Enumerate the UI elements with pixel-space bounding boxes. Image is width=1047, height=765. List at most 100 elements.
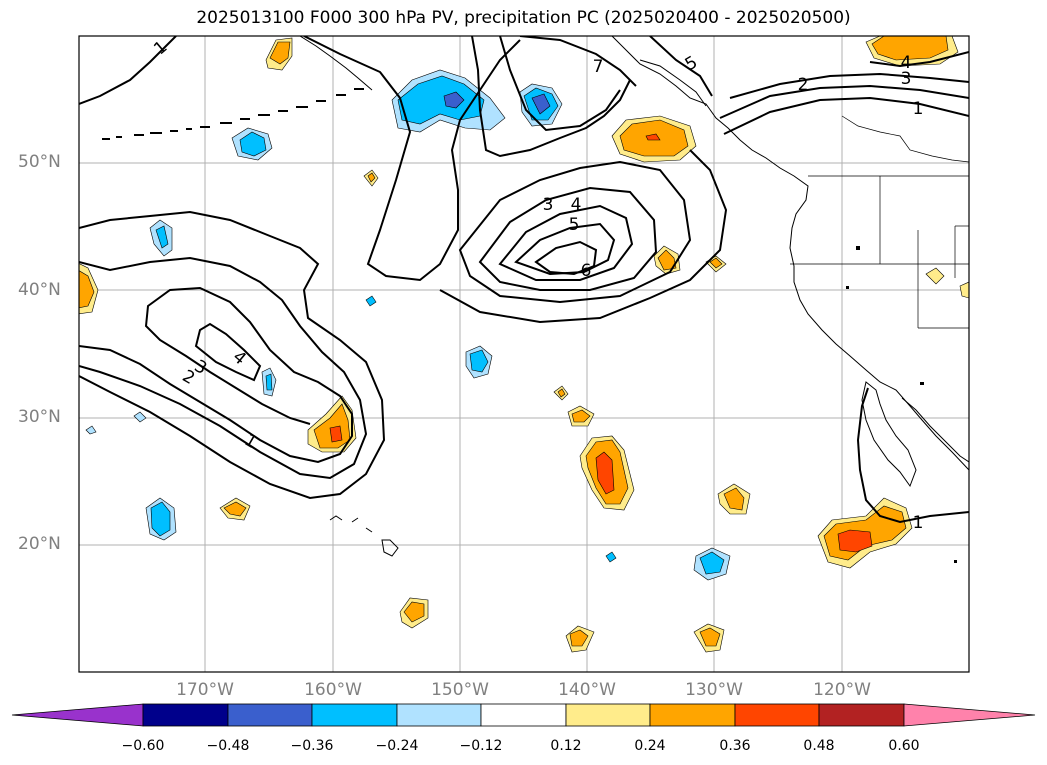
pv-contour-north-2 xyxy=(471,36,631,158)
precip-anomaly-shading xyxy=(79,36,969,653)
contour-label: 4 xyxy=(571,195,582,215)
precip-blob-positive xyxy=(403,601,425,623)
precip-blob-negative xyxy=(265,373,273,391)
pv-contour-west-1 xyxy=(79,210,386,500)
pv-contour-west-4 xyxy=(194,322,262,382)
precip-blob-negative xyxy=(469,349,489,373)
lat-label: 20°N xyxy=(18,534,61,554)
precip-blob-negative xyxy=(150,501,171,537)
map-title: 2025013100 F000 300 hPa PV, precipitatio… xyxy=(196,8,851,28)
lon-label: 160°W xyxy=(304,680,362,700)
precip-blob-negative xyxy=(155,225,169,249)
precip-blob-positive xyxy=(837,529,873,553)
pv-contour-north-outer xyxy=(303,36,521,282)
contour-label: 4 xyxy=(229,347,250,369)
colorbar xyxy=(11,703,1036,727)
precip-blob-positive xyxy=(871,36,949,61)
pv-contour-west-2 xyxy=(79,256,368,480)
pv-contour-1-east xyxy=(723,96,969,135)
precip-blob-positive xyxy=(569,629,589,647)
pv-contour-high-1 xyxy=(439,149,728,324)
pv-contour-4-east xyxy=(869,51,969,68)
precip-blob-positive xyxy=(645,133,661,141)
pv-contour-5 xyxy=(649,36,713,97)
colorbar-segment xyxy=(734,703,820,727)
lat-label: 30°N xyxy=(18,407,61,427)
pv-contour-1-west xyxy=(79,36,177,105)
colorbar-tick-label: −0.60 xyxy=(121,738,165,754)
contour-label: 5 xyxy=(569,215,580,235)
precip-blob-positive xyxy=(925,267,945,285)
colorbar-tick-label: −0.12 xyxy=(459,738,503,754)
precip-blob-positive xyxy=(79,270,95,309)
pv-contour-7 xyxy=(519,36,637,87)
lon-label: 140°W xyxy=(558,680,616,700)
contour-label: 4 xyxy=(901,53,912,73)
colorbar-tick-label: −0.48 xyxy=(206,738,250,754)
pv-contour-high-4 xyxy=(498,204,634,281)
precip-blob-negative xyxy=(133,411,147,423)
coastlines xyxy=(299,36,969,557)
contour-label: 1 xyxy=(913,513,924,533)
precip-blob-positive xyxy=(699,627,721,647)
precip-blob-positive xyxy=(723,487,745,511)
pv-contour-high-5 xyxy=(514,222,616,276)
precip-blob-positive xyxy=(329,425,343,443)
colorbar-segment xyxy=(480,703,567,727)
precip-blob-positive xyxy=(571,409,591,423)
colorbar-extend-max xyxy=(903,703,1036,727)
colorbar-tick-label: −0.24 xyxy=(375,738,419,754)
precip-blob-negative xyxy=(699,551,725,575)
contour-label: 3 xyxy=(901,69,912,89)
pv-contour-1-mexico xyxy=(856,387,969,524)
pv-contour-3-east xyxy=(729,72,969,99)
north-america-coast xyxy=(611,36,969,471)
colorbar-segment xyxy=(565,703,651,727)
contour-label: 1 xyxy=(913,99,924,119)
contour-label: 3 xyxy=(543,195,554,215)
contour-label: 2 xyxy=(179,366,198,389)
contour-label: 7 xyxy=(593,57,604,77)
map-frame xyxy=(78,35,970,673)
pv-contour-high-3 xyxy=(478,186,658,291)
colorbar-tick-label: −0.36 xyxy=(290,738,334,754)
precip-blob-positive xyxy=(367,172,376,183)
colorbar-tick-label: 0.48 xyxy=(803,738,835,754)
lon-label: 130°W xyxy=(685,680,743,700)
contour-label: 2 xyxy=(798,75,809,95)
baja-california xyxy=(861,381,917,488)
precip-blob-positive xyxy=(269,41,291,65)
colorbar-tick-label: 0.24 xyxy=(634,738,666,754)
colorbar-extend-min xyxy=(11,703,144,727)
contour-label: 5 xyxy=(682,52,701,75)
alaska-aleutian-coast xyxy=(299,36,373,91)
colorbar-segment xyxy=(311,703,398,727)
precip-blob-negative xyxy=(443,91,465,109)
precip-blob-negative xyxy=(605,551,617,563)
pv-contour-high-2 xyxy=(458,160,692,304)
lon-label: 120°W xyxy=(813,680,871,700)
precip-blob-positive xyxy=(557,388,566,398)
pv-contour-high-6 xyxy=(534,240,598,276)
colorbar-segment xyxy=(396,703,482,727)
pv-contour-north-3 xyxy=(499,36,621,132)
lon-label: 170°W xyxy=(176,680,234,700)
colorbar-tick-label: 0.60 xyxy=(888,738,920,754)
precip-blob-positive xyxy=(223,501,247,517)
lat-label: 50°N xyxy=(18,152,61,172)
pv-contour-2-east xyxy=(719,84,969,119)
pv-contours xyxy=(79,36,969,524)
precip-blob-positive xyxy=(709,257,723,269)
lon-label: 150°W xyxy=(431,680,489,700)
precip-blob-negative xyxy=(85,425,97,435)
contour-labels: 1 2 3 4 5 6 7 4 3 2 1 3 4 5 6 1 2 3 4 1 … xyxy=(150,37,923,533)
political-borders xyxy=(790,115,969,329)
precip-blob-negative xyxy=(365,295,377,307)
aleutian-islands xyxy=(102,88,957,563)
colorbar-tick-label: 0.12 xyxy=(550,738,582,754)
precip-blob-negative xyxy=(531,93,551,115)
precip-blob-negative xyxy=(239,131,267,157)
precip-blob-positive xyxy=(595,451,615,495)
colorbar-segment xyxy=(649,703,736,727)
